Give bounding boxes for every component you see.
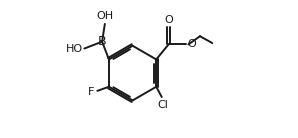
Text: F: F [88, 87, 94, 97]
Text: Cl: Cl [158, 100, 169, 110]
Text: O: O [164, 15, 173, 25]
Text: O: O [187, 39, 196, 49]
Text: HO: HO [66, 43, 83, 54]
Text: B: B [98, 35, 106, 48]
Text: OH: OH [96, 11, 114, 21]
